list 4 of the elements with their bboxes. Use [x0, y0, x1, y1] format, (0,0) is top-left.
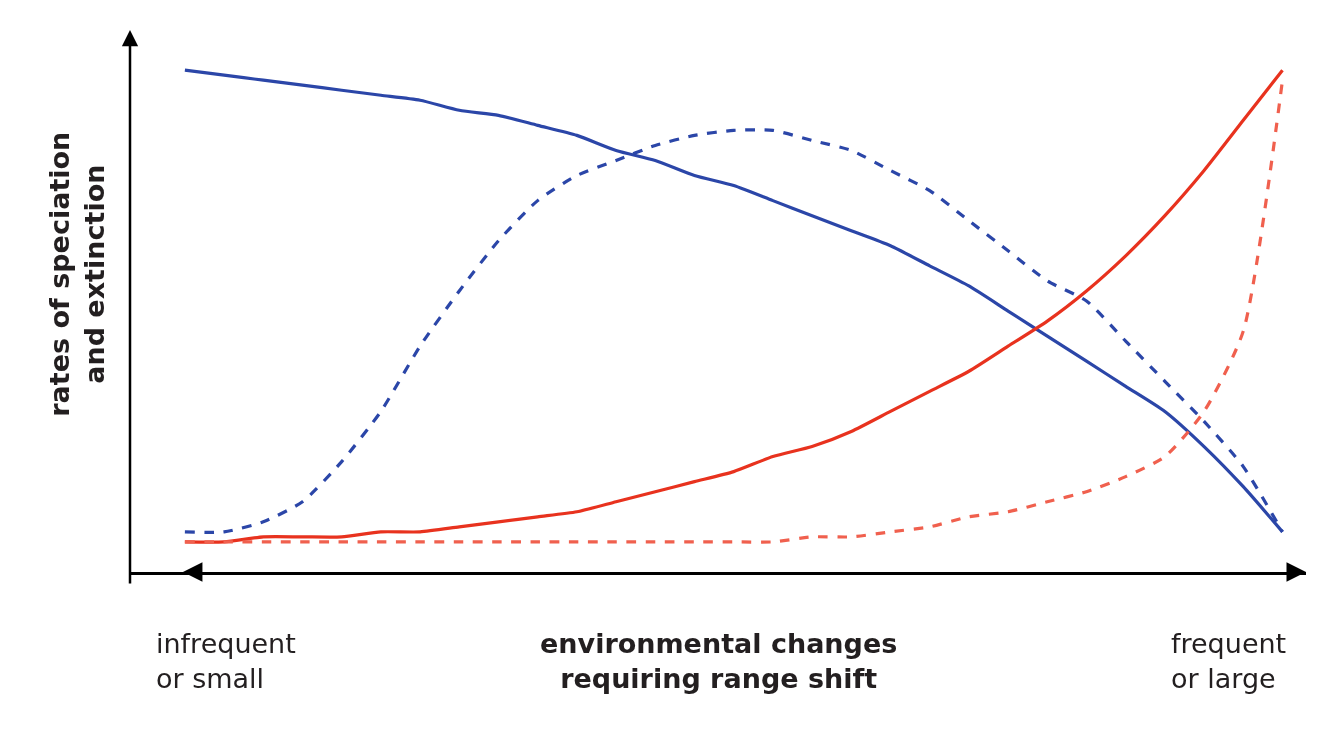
text: infrequent or small — [156, 628, 296, 695]
y-axis-title: rates of speciation and extinction — [43, 131, 110, 417]
x-axis-title: environmental changes requiring range shift — [540, 628, 898, 695]
text: frequent or large — [1171, 628, 1287, 695]
